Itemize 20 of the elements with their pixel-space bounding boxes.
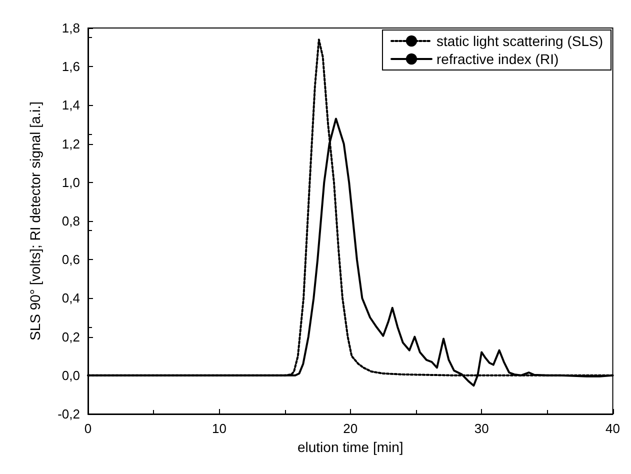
- y-tick-label: 1,8: [62, 20, 80, 36]
- x-tick-label: 20: [343, 421, 358, 436]
- y-tick-label: 0,6: [62, 252, 80, 268]
- y-tick-label: 0,8: [62, 214, 80, 228]
- y-tick-label: 1,6: [62, 59, 80, 74]
- y-tick-label: 1,4: [62, 98, 80, 113]
- y-tick-label: 1,2: [62, 136, 80, 152]
- y-axis-title: SLS 90° [volts]; RI detector signal [a.i.]: [27, 101, 43, 341]
- legend-label: static light scattering (SLS): [436, 33, 604, 49]
- x-tick-label: 10: [212, 421, 226, 436]
- x-tick-label: 30: [474, 421, 489, 436]
- y-tick-label: 0,2: [62, 329, 80, 344]
- legend-label: refractive index (RI): [436, 51, 559, 67]
- x-tick-label: 40: [606, 421, 620, 436]
- y-tick-label: 1,0: [62, 174, 80, 190]
- y-tick-label: 0,4: [62, 290, 80, 306]
- y-tick-label: -0,2: [58, 406, 80, 422]
- x-tick-label: 0: [84, 421, 92, 436]
- y-tick-label: 0,0: [62, 368, 80, 383]
- x-axis-title: elution time [min]: [297, 438, 404, 455]
